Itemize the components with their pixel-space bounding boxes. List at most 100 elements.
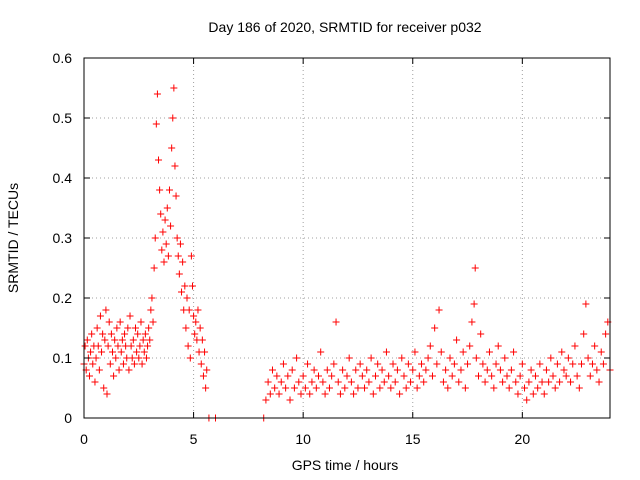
data-point xyxy=(94,342,102,350)
data-point xyxy=(485,348,493,356)
data-point xyxy=(466,342,474,350)
data-point xyxy=(152,120,160,128)
data-point xyxy=(371,372,379,380)
data-point xyxy=(389,360,397,368)
data-point xyxy=(367,354,375,362)
x-tick-label: 0 xyxy=(80,431,88,447)
data-point xyxy=(169,114,177,122)
data-point xyxy=(477,330,485,338)
data-point xyxy=(547,354,555,362)
data-point xyxy=(492,360,500,368)
data-point xyxy=(525,378,533,386)
data-point xyxy=(582,300,590,308)
data-point xyxy=(103,390,111,398)
data-point xyxy=(475,372,482,380)
data-point xyxy=(376,384,384,392)
data-point xyxy=(503,372,511,380)
data-point xyxy=(328,372,336,380)
data-point xyxy=(312,384,320,392)
data-point xyxy=(464,360,472,368)
data-point xyxy=(202,384,210,392)
data-point xyxy=(382,348,390,356)
data-point xyxy=(578,360,586,368)
data-point xyxy=(168,144,176,152)
x-tick-label: 5 xyxy=(190,431,198,447)
data-point xyxy=(472,354,480,362)
data-point xyxy=(100,384,108,392)
data-point xyxy=(516,372,524,380)
data-point xyxy=(134,330,142,338)
data-point xyxy=(341,384,349,392)
data-point xyxy=(306,390,314,398)
data-point xyxy=(361,384,369,392)
data-point xyxy=(286,396,294,404)
data-point xyxy=(118,336,126,344)
data-point xyxy=(141,330,149,338)
data-point xyxy=(81,342,89,350)
data-point xyxy=(573,372,581,380)
data-point xyxy=(113,324,121,332)
data-point xyxy=(268,366,276,374)
data-point xyxy=(593,366,601,374)
data-point xyxy=(409,366,417,374)
data-point xyxy=(597,348,605,356)
data-point xyxy=(85,372,93,380)
data-point xyxy=(176,240,184,248)
data-point xyxy=(374,360,382,368)
data-point xyxy=(194,306,202,314)
data-point xyxy=(279,360,287,368)
data-point xyxy=(119,360,127,368)
data-point xyxy=(96,312,104,320)
data-point xyxy=(104,342,112,350)
data-point xyxy=(304,360,312,368)
data-point xyxy=(402,384,410,392)
data-point xyxy=(352,366,360,374)
data-point xyxy=(275,390,283,398)
data-point xyxy=(273,372,281,380)
data-point xyxy=(282,384,290,392)
data-point xyxy=(336,390,344,398)
y-tick-label: 0.5 xyxy=(53,110,73,126)
data-point xyxy=(142,354,150,362)
data-point xyxy=(106,360,114,368)
data-point xyxy=(155,156,163,164)
data-point xyxy=(297,390,305,398)
data-point xyxy=(183,294,191,302)
data-point xyxy=(186,354,194,362)
data-point xyxy=(315,372,323,380)
data-point xyxy=(124,324,132,332)
data-point xyxy=(345,354,353,362)
data-point xyxy=(288,366,296,374)
data-point xyxy=(99,330,107,338)
data-point xyxy=(424,354,432,362)
data-point xyxy=(129,336,137,344)
data-point xyxy=(518,360,526,368)
data-point xyxy=(387,384,395,392)
data-point xyxy=(144,342,152,350)
y-tick-label: 0.6 xyxy=(53,50,73,66)
data-point xyxy=(471,264,479,272)
data-point xyxy=(159,228,167,236)
data-point xyxy=(602,330,610,338)
data-point xyxy=(549,372,557,380)
x-tick-label: 15 xyxy=(405,431,421,447)
data-point xyxy=(483,366,491,374)
data-point xyxy=(540,390,548,398)
data-point xyxy=(148,294,156,302)
data-point xyxy=(156,186,164,194)
data-point xyxy=(126,312,134,320)
data-point xyxy=(174,252,182,260)
data-point xyxy=(470,300,478,308)
data-point xyxy=(182,324,190,332)
data-point xyxy=(501,354,509,362)
data-point xyxy=(512,378,520,386)
data-point xyxy=(459,348,467,356)
data-point xyxy=(164,252,172,260)
data-point xyxy=(170,84,178,92)
y-tick-label: 0 xyxy=(64,410,72,426)
data-point xyxy=(190,312,198,320)
data-point xyxy=(365,378,373,386)
data-point xyxy=(584,354,592,362)
data-point xyxy=(378,366,386,374)
